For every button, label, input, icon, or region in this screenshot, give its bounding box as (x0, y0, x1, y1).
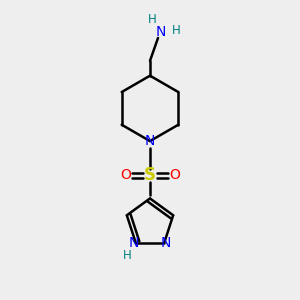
Text: H: H (148, 13, 157, 26)
Text: H: H (172, 24, 180, 37)
Text: O: O (169, 168, 180, 182)
Text: S: S (144, 166, 156, 184)
Text: O: O (120, 168, 131, 182)
Text: N: N (155, 25, 166, 39)
Text: N: N (145, 134, 155, 148)
Text: N: N (160, 236, 171, 250)
Text: H: H (122, 248, 131, 262)
Text: N: N (129, 236, 140, 250)
